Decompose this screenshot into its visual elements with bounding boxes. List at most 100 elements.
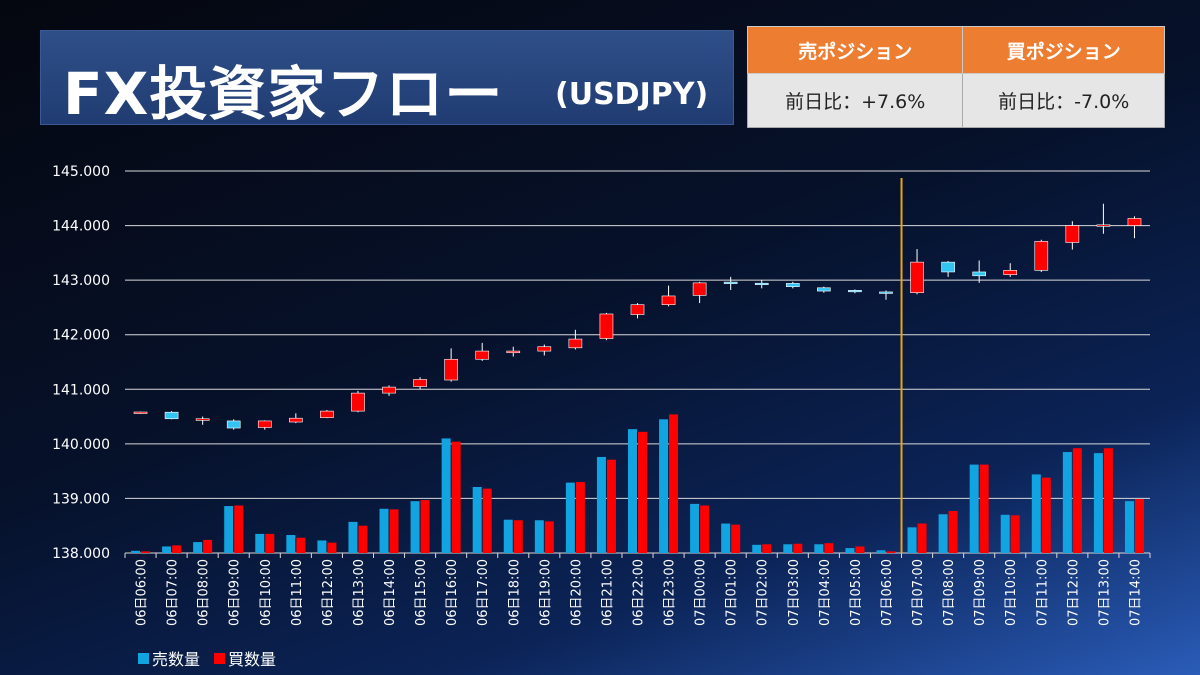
- legend-item-buy: 買数量: [214, 646, 276, 670]
- bar-buy: [451, 441, 461, 553]
- x-tick-label: 07日11:00: [1035, 559, 1050, 626]
- bar-sell: [131, 550, 141, 553]
- y-tick-label: 144.000: [52, 219, 110, 235]
- bar-buy: [979, 464, 989, 553]
- candle-down: [785, 283, 800, 287]
- x-tick-label: 06日20:00: [569, 559, 584, 626]
- buy-position-header: 買ポジション: [962, 25, 1165, 75]
- bar-sell: [255, 533, 265, 553]
- y-tick-label: 141.000: [52, 382, 110, 398]
- bar-sell: [1000, 514, 1010, 553]
- candle-up: [630, 304, 645, 315]
- bar-sell: [659, 419, 669, 553]
- bar-buy: [669, 414, 679, 553]
- x-tick-label: 06日15:00: [414, 559, 429, 626]
- candle-up: [320, 410, 334, 418]
- bar-buy: [575, 482, 585, 553]
- bar-buy: [762, 544, 772, 553]
- bar-buy: [1041, 477, 1051, 553]
- x-tick-label: 07日05:00: [849, 559, 864, 626]
- bar-sell: [1124, 501, 1134, 553]
- candle-up: [1003, 270, 1018, 275]
- candle-up: [568, 338, 583, 349]
- x-tick-label: 06日09:00: [228, 559, 243, 626]
- bar-buy: [1010, 515, 1020, 553]
- bar-sell: [224, 506, 234, 553]
- page-title: FX投資家フロー: [63, 60, 504, 128]
- bar-sell: [534, 520, 544, 553]
- legend-label-buy: 買数量: [228, 650, 277, 669]
- bar-buy: [327, 542, 337, 553]
- candle-down: [879, 291, 893, 294]
- candle-down: [972, 271, 986, 277]
- x-tick-label: 07日12:00: [1066, 559, 1081, 626]
- bar-buy: [638, 431, 648, 553]
- x-tick-label: 07日06:00: [880, 559, 895, 626]
- x-tick-label: 06日06:00: [135, 559, 150, 626]
- bar-buy: [513, 520, 523, 553]
- title-banner: FX投資家フロー (USDJPY): [40, 30, 734, 128]
- bar-sell: [348, 521, 358, 553]
- candle-up: [382, 386, 396, 394]
- x-tick-label: 06日08:00: [197, 559, 212, 626]
- bar-buy: [731, 524, 741, 553]
- legend-item-sell: 売数量: [138, 646, 200, 670]
- x-tick-label: 07日13:00: [1097, 559, 1112, 626]
- x-tick-label: 06日21:00: [600, 559, 615, 626]
- bar-buy: [420, 500, 430, 553]
- y-tick-label: 143.000: [52, 273, 110, 289]
- bar-sell: [969, 464, 979, 553]
- bar-buy: [358, 525, 368, 553]
- bar-buy: [855, 546, 865, 553]
- bar-buy: [389, 509, 399, 553]
- candle-down: [164, 411, 179, 420]
- x-tick-label: 06日23:00: [663, 559, 678, 626]
- candle-up: [537, 346, 552, 352]
- x-tick-label: 07日03:00: [787, 559, 802, 626]
- bar-sell: [286, 534, 296, 553]
- candle-up: [1096, 224, 1111, 227]
- bar-sell: [1062, 452, 1072, 553]
- x-tick-label: 06日12:00: [321, 559, 336, 626]
- bar-buy: [482, 488, 492, 553]
- x-tick-label: 06日17:00: [476, 559, 491, 626]
- page-subtitle: (USDJPY): [555, 77, 709, 112]
- x-tick-label: 07日10:00: [1004, 559, 1019, 626]
- bar-buy: [234, 505, 244, 553]
- bar-buy: [606, 459, 616, 553]
- bar-buy: [1103, 448, 1113, 553]
- bar-sell: [876, 550, 886, 553]
- bar-sell: [783, 544, 793, 553]
- bar-sell: [1093, 453, 1103, 553]
- candle-up: [506, 350, 521, 354]
- x-tick-label: 06日22:00: [632, 559, 647, 626]
- bar-sell: [627, 429, 637, 553]
- sell-position-header: 売ポジション: [746, 25, 964, 75]
- chart-legend: 売数量 買数量: [138, 646, 276, 670]
- bar-sell: [690, 503, 700, 553]
- bar-buy: [917, 523, 927, 553]
- candle-up: [692, 282, 707, 296]
- candle-up: [133, 411, 148, 414]
- x-tick-label: 07日02:00: [756, 559, 771, 626]
- bar-buy: [793, 543, 803, 553]
- candle-up: [661, 295, 676, 305]
- y-tick-label: 145.000: [52, 164, 110, 180]
- legend-swatch-buy: [214, 652, 226, 664]
- candle-down: [817, 287, 831, 292]
- x-tick-label: 07日01:00: [725, 559, 740, 626]
- bar-buy: [1134, 498, 1144, 553]
- bar-buy: [265, 533, 275, 553]
- x-tick-label: 06日18:00: [507, 559, 522, 626]
- candle-up: [1065, 225, 1080, 243]
- x-tick-label: 07日04:00: [818, 559, 833, 626]
- candle-down: [723, 281, 738, 284]
- y-tick-label: 140.000: [52, 437, 110, 453]
- bar-buy: [886, 551, 896, 553]
- bar-sell: [814, 544, 824, 553]
- bar-buy: [824, 543, 834, 553]
- candle-up: [475, 350, 490, 360]
- candle-up: [599, 313, 614, 339]
- candle-down: [754, 282, 769, 286]
